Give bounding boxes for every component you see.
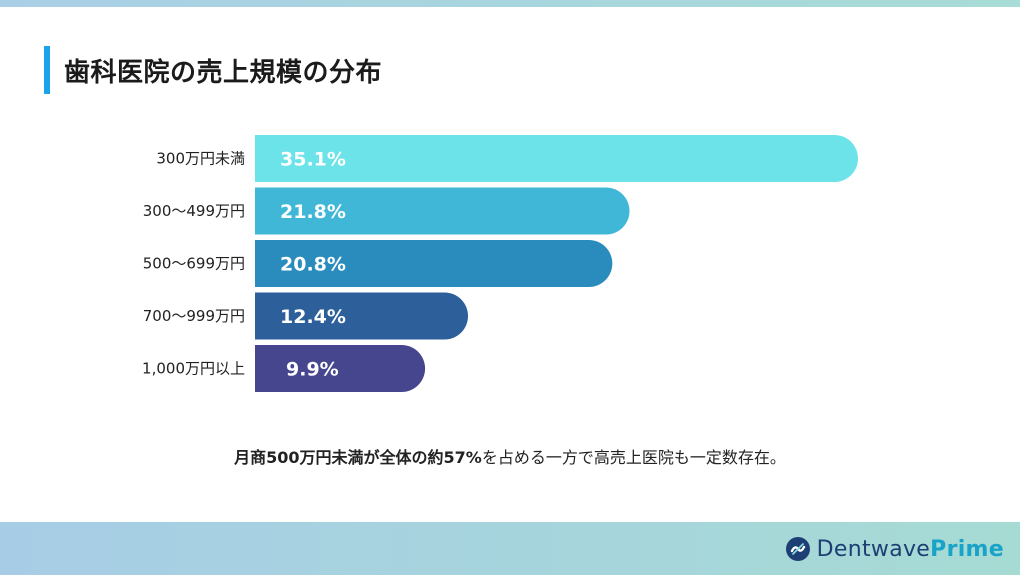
bar-chart: 300万円未満 35.1% 300〜499万円 21.8% 500〜699万円 20.8%… (142, 135, 858, 392)
logo-brand: Dentwave (816, 536, 931, 562)
page-title: 歯科医院の売上規模の分布 (64, 57, 383, 88)
category-label-3: 500〜699万円 (143, 255, 245, 273)
caption-text: を占める一方で高売上医院も一定数存在。 (481, 448, 786, 467)
bar-2 (255, 187, 630, 235)
title-block: 歯科医院の売上規模の分布 (44, 45, 382, 95)
value-label-3: 20.8% (280, 254, 346, 276)
brand-logo: DentwavePrime (785, 534, 1004, 564)
caption-highlight: 月商500万円未満が全体の約57% (234, 448, 482, 467)
title-accent-bar (44, 46, 50, 94)
value-label-1: 35.1% (280, 149, 346, 171)
category-label-2: 300〜499万円 (143, 202, 245, 220)
category-label-4: 700〜999万円 (143, 307, 245, 325)
category-label-1: 300万円未満 (156, 150, 245, 168)
dentwave-logo-icon (785, 537, 810, 561)
footer-band: DentwavePrime (0, 522, 1020, 575)
value-label-4: 12.4% (280, 306, 346, 328)
top-stripe (0, 0, 1020, 7)
chart-caption: 月商500万円未満が全体の約57%を占める一方で高売上医院も一定数存在。 (0, 444, 1020, 468)
value-label-2: 21.8% (280, 201, 346, 223)
bar-1 (255, 135, 858, 182)
bar-3 (255, 240, 613, 287)
logo-sub: Prime (930, 536, 1004, 562)
value-label-5: 9.9% (286, 359, 339, 381)
category-label-5: 1,000万円以上 (142, 360, 245, 378)
bar-5 (255, 345, 426, 392)
logo-text: DentwavePrime (817, 537, 1004, 562)
bar-4 (255, 292, 469, 340)
